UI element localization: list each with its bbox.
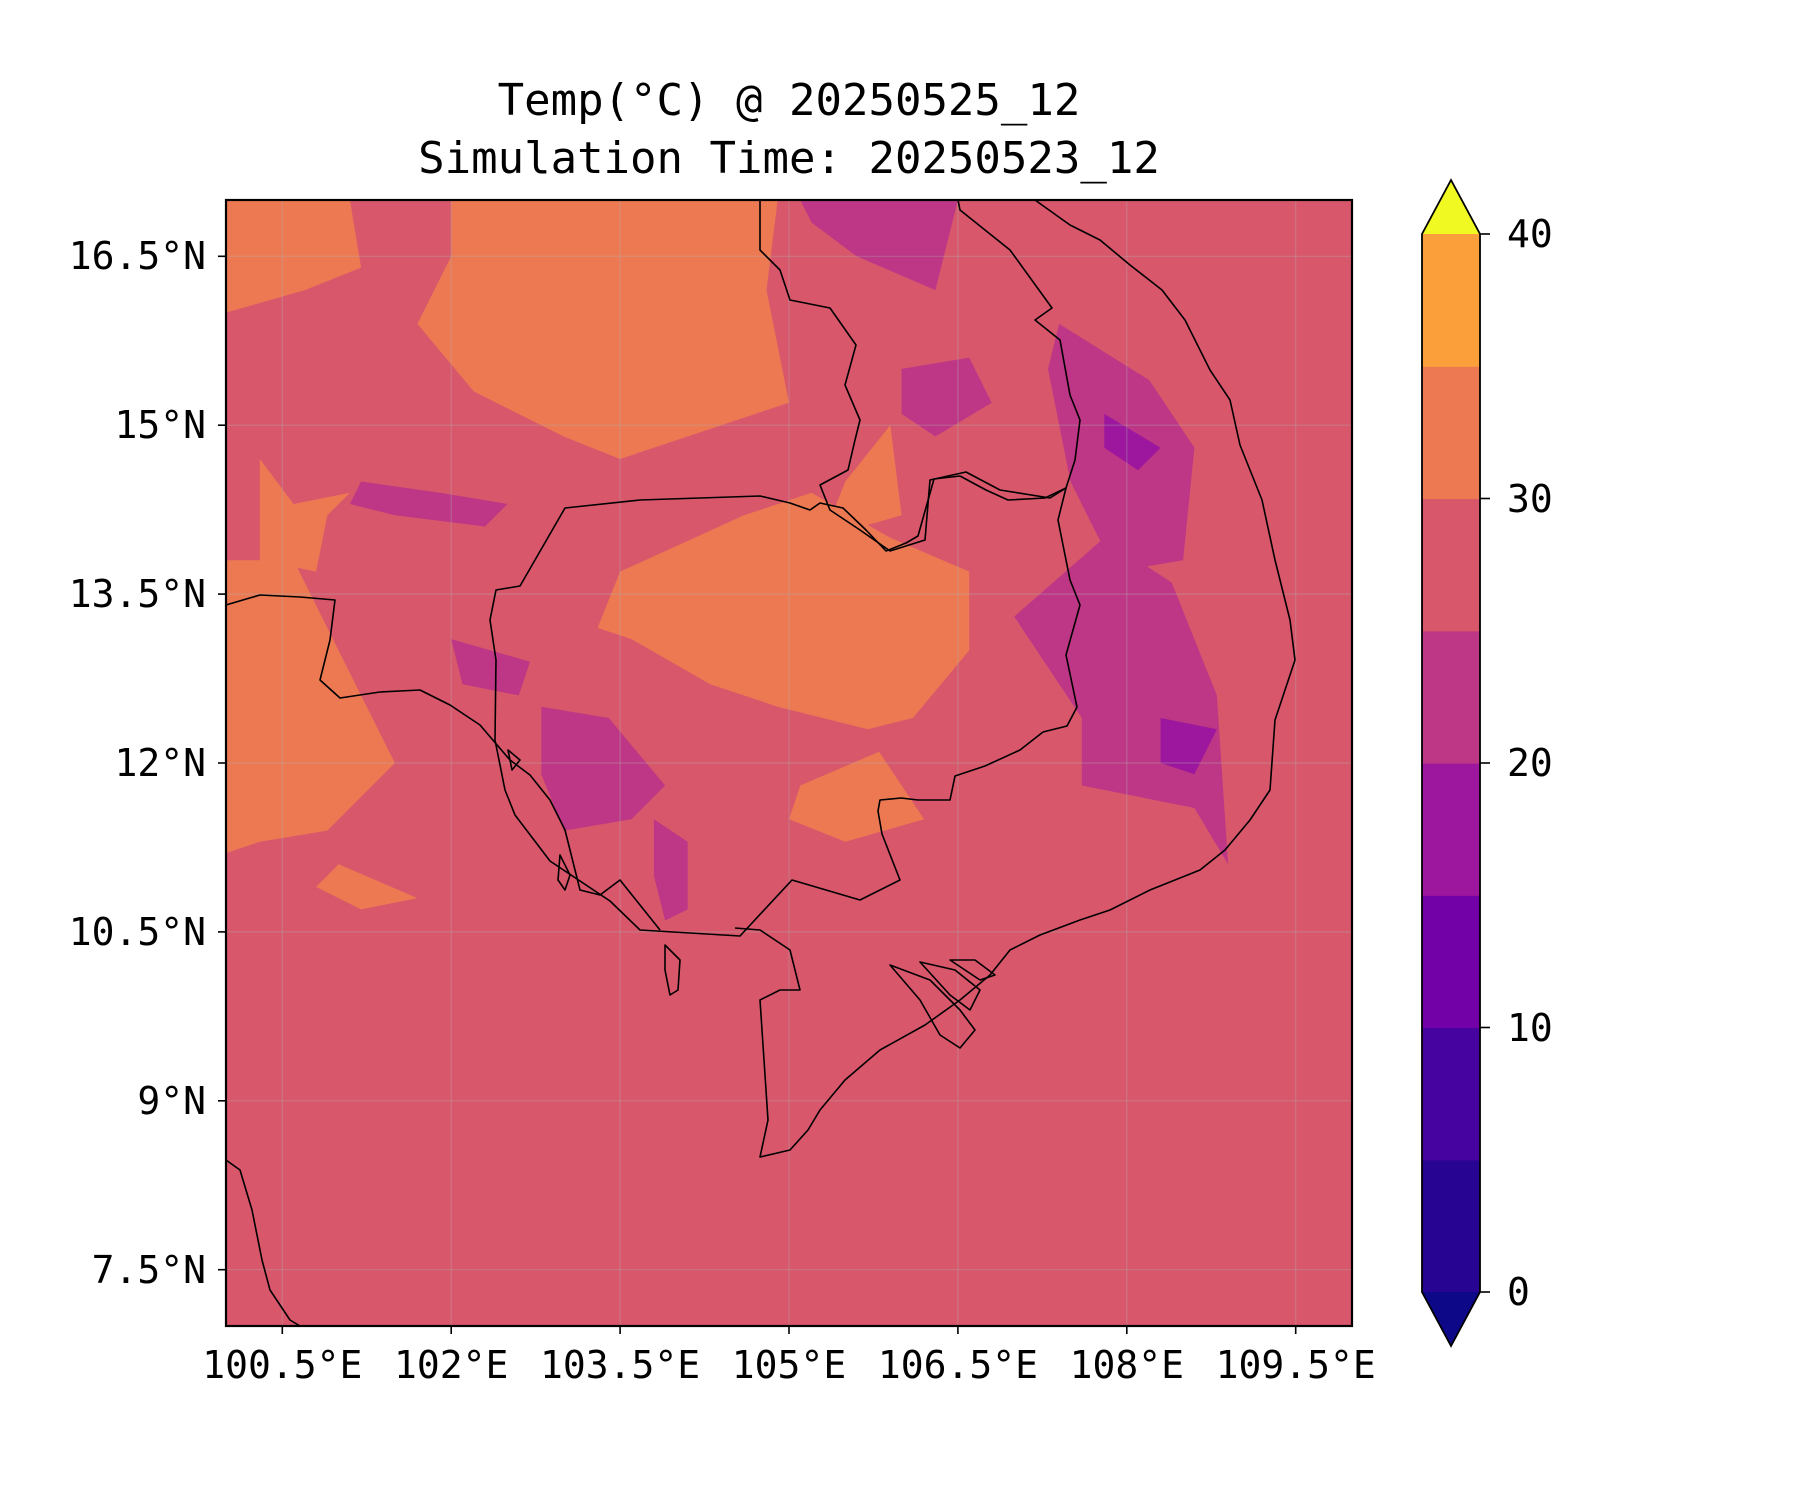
- lat-tick-label: 10.5°N: [68, 909, 206, 954]
- laos-border: [759, 200, 1081, 552]
- lat-tick-label: 7.5°N: [91, 1247, 206, 1292]
- region-thailand-northeast-warm: [417, 200, 789, 459]
- region-vietnam-central-cold: [1160, 718, 1217, 775]
- region-thailand-border-cool: [451, 639, 530, 696]
- region-cambodia-west-cool: [541, 706, 666, 831]
- region-laos-cambodia-border-warm: [822, 425, 902, 538]
- lat-tick-label: 16.5°N: [68, 234, 206, 279]
- colorbar-segment: [1422, 895, 1480, 1029]
- thailand-peninsula-coast: [226, 1159, 301, 1326]
- lon-tick-label: 102°E: [393, 1343, 509, 1387]
- colorbar-tick-label: 20: [1507, 741, 1553, 785]
- lat-tick-label: 12°N: [114, 741, 206, 785]
- colorbar-segment: [1422, 1027, 1480, 1161]
- region-laos-bolaven-cool: [901, 357, 992, 437]
- colorbar-segment: [1422, 1159, 1480, 1293]
- colorbar-segment: [1422, 498, 1480, 632]
- region-thailand-north-warm: [226, 200, 362, 313]
- colorbar-tick-label: 40: [1507, 212, 1553, 256]
- longitude-ticks: [281, 1326, 1297, 1334]
- region-thailand-coast-warm: [316, 864, 418, 910]
- colorbar-segment: [1422, 763, 1480, 896]
- coastlines-and-borders: [226, 200, 1296, 1326]
- colorbar-segment: [1422, 366, 1480, 500]
- lon-tick-label: 105°E: [731, 1343, 847, 1387]
- phu-quoc-island: [664, 944, 681, 996]
- thailand-cambodia-coast: [226, 594, 661, 931]
- lon-tick-label: 100.5°E: [202, 1343, 363, 1387]
- lon-tick-label: 108°E: [1069, 1343, 1184, 1387]
- lon-tick-label: 106.5°E: [877, 1343, 1038, 1387]
- colorbar-tick-label: 10: [1507, 1005, 1553, 1050]
- map-title: Temp(°C) @ 20250525_12: [497, 75, 1081, 126]
- lat-tick-label: 9°N: [137, 1078, 206, 1123]
- kohkong-islands: [507, 749, 571, 891]
- temperature-regions: [226, 200, 1229, 921]
- region-vietnam-central-highlands-cool: [1014, 537, 1229, 865]
- region-cambodia-cardamom-cool: [653, 819, 688, 921]
- region-cambodia-central-warm: [597, 492, 970, 730]
- colorbar-segment: [1422, 234, 1480, 367]
- region-thailand-west-warm: [226, 560, 395, 854]
- mekong-delta-islands: [889, 959, 996, 1049]
- lat-tick-label: 15°N: [114, 403, 206, 448]
- lon-tick-label: 103.5°E: [540, 1343, 701, 1387]
- colorbar-extend-min: [1422, 1292, 1480, 1346]
- region-thailand-east-cool: [349, 481, 508, 527]
- colorbar-tick-label: 30: [1507, 476, 1553, 521]
- colorbar-segment: [1422, 630, 1480, 764]
- region-laos-south-cool: [800, 200, 958, 291]
- lon-tick-label: 109.5°E: [1215, 1343, 1376, 1387]
- colorbar-extend-max: [1422, 180, 1480, 234]
- cambodia-border: [489, 475, 1081, 937]
- region-thailand-central-warm: [259, 459, 350, 572]
- lat-tick-label: 13.5°N: [68, 572, 206, 617]
- region-vietnam-north-cold: [1104, 413, 1161, 471]
- colorbar: [1421, 178, 1490, 1348]
- gridlines: [226, 200, 1352, 1326]
- map-subtitle: Simulation Time: 20250523_12: [418, 133, 1160, 184]
- colorbar-tick-label: 0: [1507, 1270, 1530, 1314]
- region-cambodia-south-warm: [789, 751, 925, 842]
- vietnam-coastline: [734, 200, 1296, 1158]
- latitude-ticks: [218, 255, 226, 1271]
